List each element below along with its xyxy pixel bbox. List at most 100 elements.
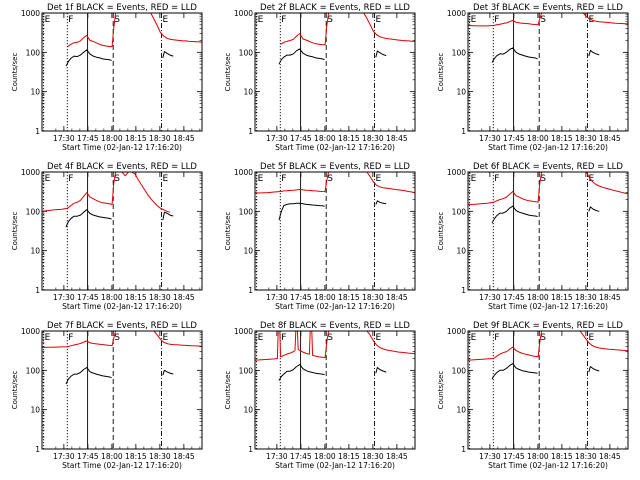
x-tick-label: 18:30 bbox=[362, 293, 384, 302]
events-series-line bbox=[375, 200, 387, 205]
x-tick-label: 18:45 bbox=[386, 452, 408, 461]
panel-7: Det 7f BLACK = Events, RED = LLD 1 10 100 10… bbox=[11, 321, 203, 470]
panel-title: Det 3f BLACK = Events, RED = LLD bbox=[473, 3, 623, 13]
y-axis-label: Counts/sec bbox=[11, 53, 19, 92]
y-tick-label: 1000 bbox=[447, 9, 466, 18]
panel-title: Det 2f BLACK = Events, RED = LLD bbox=[260, 3, 410, 13]
panel-6: Det 6f BLACK = Events, RED = LLD 1 10 100 10… bbox=[437, 162, 629, 311]
x-tick-label: 18:45 bbox=[386, 134, 408, 143]
y-tick-label: 1 bbox=[461, 445, 466, 454]
x-tick-label: 17:30 bbox=[266, 452, 288, 461]
marker-label: S bbox=[114, 174, 120, 184]
x-tick-label: 18:00 bbox=[527, 134, 549, 143]
marker-label: E bbox=[471, 174, 477, 184]
x-axis-label: Start Time (02-Jan-12 17:16:20) bbox=[62, 461, 182, 470]
x-tick-label: 18:45 bbox=[599, 293, 621, 302]
y-axis-label: Counts/sec bbox=[11, 371, 19, 410]
x-tick-label: 17:45 bbox=[77, 452, 99, 461]
marker-label: F bbox=[494, 15, 499, 25]
y-tick-label: 100 bbox=[452, 207, 467, 216]
marker-label: S bbox=[327, 333, 333, 343]
events-series-line bbox=[65, 367, 112, 385]
x-tick-label: 17:30 bbox=[479, 134, 501, 143]
y-tick-label: 100 bbox=[26, 366, 41, 375]
x-axis-label: Start Time (02-Jan-12 17:16:20) bbox=[62, 143, 182, 152]
marker-label: E bbox=[163, 333, 169, 343]
events-series-line bbox=[278, 202, 325, 221]
x-axis-label: Start Time (02-Jan-12 17:16:20) bbox=[275, 302, 395, 311]
marker-label: S bbox=[540, 15, 546, 25]
events-series-line bbox=[588, 49, 600, 57]
events-series-line bbox=[588, 206, 600, 212]
x-tick-label: 17:45 bbox=[503, 134, 525, 143]
y-tick-label: 1000 bbox=[447, 168, 466, 177]
lld-series-line bbox=[254, 171, 330, 194]
plot-frame bbox=[41, 171, 203, 291]
lld-series-line bbox=[467, 330, 543, 361]
y-tick-label: 10 bbox=[456, 406, 466, 415]
lld-series-line bbox=[468, 171, 543, 205]
y-tick-label: 1000 bbox=[234, 327, 253, 336]
x-tick-label: 18:45 bbox=[599, 452, 621, 461]
events-series-line bbox=[491, 205, 538, 224]
events-series-line bbox=[588, 366, 600, 373]
y-tick-label: 100 bbox=[239, 48, 254, 57]
y-tick-label: 1000 bbox=[234, 168, 253, 177]
x-tick-label: 18:30 bbox=[149, 293, 171, 302]
marker-label: S bbox=[540, 174, 546, 184]
marker-label: S bbox=[114, 15, 120, 25]
x-tick-label: 18:00 bbox=[101, 452, 123, 461]
marker-label: E bbox=[471, 333, 477, 343]
x-tick-label: 18:00 bbox=[101, 293, 123, 302]
events-series-line bbox=[278, 48, 325, 65]
events-series-line bbox=[491, 47, 538, 63]
y-tick-label: 1 bbox=[461, 286, 466, 295]
x-axis-label: Start Time (02-Jan-12 17:16:20) bbox=[275, 143, 395, 152]
y-tick-label: 10 bbox=[30, 88, 40, 97]
y-tick-label: 100 bbox=[26, 207, 41, 216]
x-tick-label: 18:30 bbox=[575, 293, 597, 302]
plot-frame bbox=[467, 171, 629, 291]
y-tick-label: 1000 bbox=[234, 9, 253, 18]
x-tick-label: 18:45 bbox=[386, 293, 408, 302]
events-series-line bbox=[162, 369, 174, 376]
marker-label: F bbox=[68, 333, 73, 343]
plot-frame bbox=[41, 12, 203, 132]
y-tick-label: 10 bbox=[456, 88, 466, 97]
marker-label: E bbox=[258, 15, 264, 25]
y-tick-label: 1 bbox=[248, 127, 253, 136]
x-axis-label: Start Time (02-Jan-12 17:16:20) bbox=[62, 302, 182, 311]
x-axis-label: Start Time (02-Jan-12 17:16:20) bbox=[488, 461, 608, 470]
marker-label: E bbox=[163, 15, 169, 25]
x-tick-label: 18:00 bbox=[527, 452, 549, 461]
marker-label: S bbox=[114, 333, 120, 343]
x-tick-label: 17:45 bbox=[290, 134, 312, 143]
y-tick-label: 1000 bbox=[447, 327, 466, 336]
x-tick-label: 18:45 bbox=[173, 134, 195, 143]
x-tick-label: 17:30 bbox=[479, 293, 501, 302]
marker-label: E bbox=[376, 333, 382, 343]
marker-label: E bbox=[258, 174, 264, 184]
x-tick-label: 18:15 bbox=[551, 293, 573, 302]
marker-label: E bbox=[45, 333, 51, 343]
x-tick-label: 18:45 bbox=[173, 452, 195, 461]
lld-series-line bbox=[366, 330, 416, 355]
x-tick-label: 18:30 bbox=[149, 134, 171, 143]
x-tick-label: 18:45 bbox=[599, 134, 621, 143]
panel-9: Det 9f BLACK = Events, RED = LLD 1 10 100 10… bbox=[437, 321, 629, 470]
panel-1: Det 1f BLACK = Events, RED = LLD 1 10 100 10… bbox=[11, 3, 203, 152]
marker-label: F bbox=[494, 174, 499, 184]
x-tick-label: 17:30 bbox=[266, 134, 288, 143]
y-tick-label: 100 bbox=[239, 207, 254, 216]
x-tick-label: 18:30 bbox=[362, 134, 384, 143]
marker-label: F bbox=[281, 15, 286, 25]
marker-label: F bbox=[494, 333, 499, 343]
events-series-line bbox=[375, 367, 387, 374]
x-tick-label: 18:00 bbox=[527, 293, 549, 302]
x-axis-label: Start Time (02-Jan-12 17:16:20) bbox=[488, 302, 608, 311]
marker-label: E bbox=[45, 15, 51, 25]
events-series-line bbox=[278, 364, 325, 381]
panel-title: Det 7f BLACK = Events, RED = LLD bbox=[47, 321, 197, 331]
x-tick-label: 17:45 bbox=[77, 134, 99, 143]
